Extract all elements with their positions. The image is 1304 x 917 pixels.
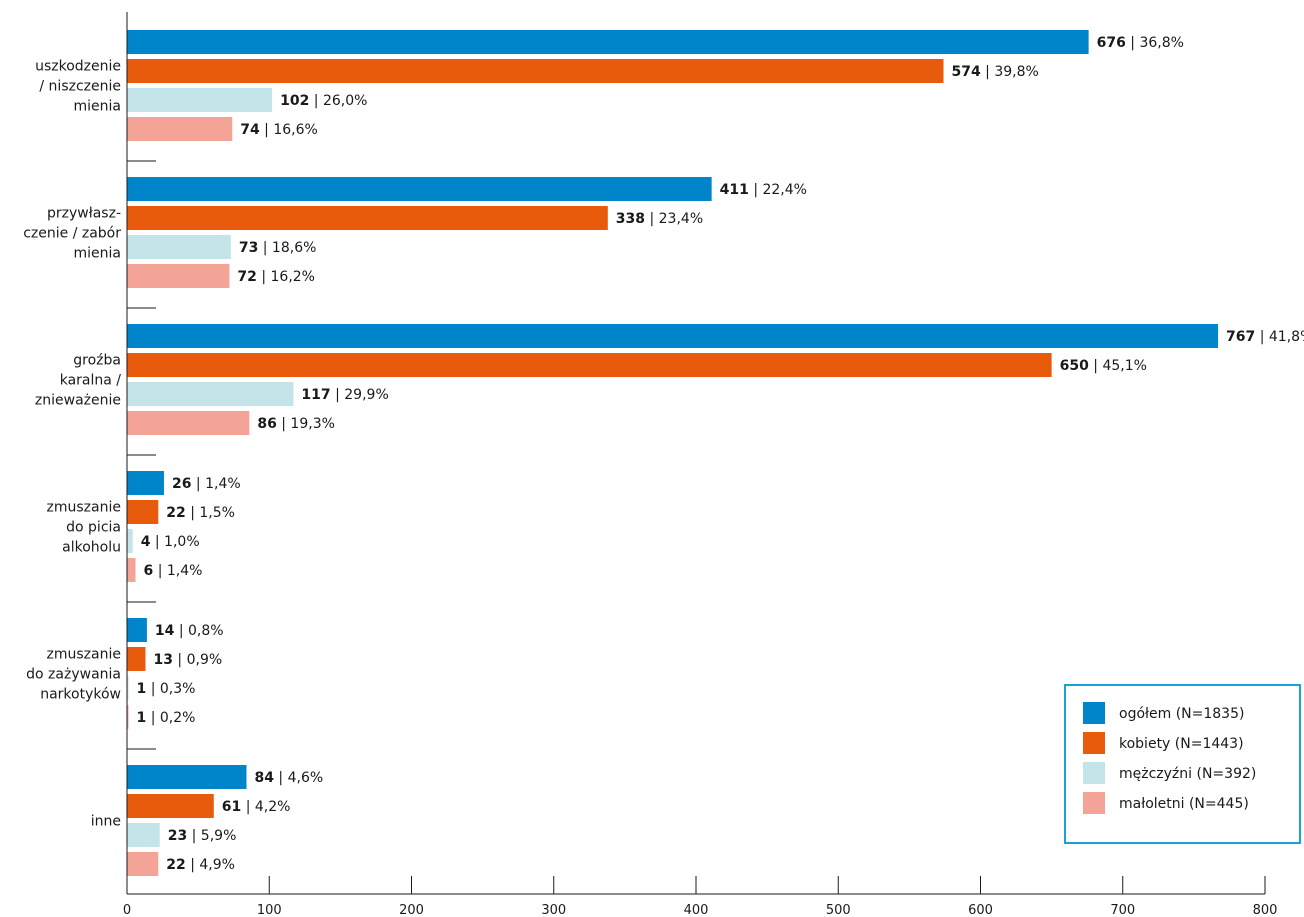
- x-tick-label-3: 300: [541, 903, 566, 917]
- category-label-4: zmuszanie do zażywania narkotyków: [26, 647, 121, 703]
- data-label-3-3: 6 | 1,4%: [144, 563, 203, 579]
- bar-4-2: [127, 676, 129, 700]
- data-label-0-1: 574 | 39,8%: [952, 64, 1039, 80]
- data-label-4-2: 1 | 0,3%: [137, 681, 196, 697]
- bar-1-3: [127, 264, 230, 288]
- bar-4-3: [127, 705, 129, 729]
- data-label-4-3: 1 | 0,2%: [137, 710, 196, 726]
- legend-label-2: mężczyźni (N=392): [1119, 766, 1256, 782]
- category-label-1: przywłasz-czenie / zabór mienia: [23, 206, 121, 262]
- legend-label-1: kobiety (N=1443): [1119, 736, 1244, 752]
- category-label-0: uszkodzenie / niszczenie mienia: [35, 59, 121, 115]
- x-tick-label-2: 200: [399, 903, 424, 917]
- bar-5-1: [127, 794, 214, 818]
- legend-swatch-2: [1083, 762, 1105, 784]
- data-label-2-3: 86 | 19,3%: [257, 416, 335, 432]
- bar-2-3: [127, 411, 250, 435]
- axes: 0 100 200 300 400 500 600 700 800: [123, 12, 1278, 917]
- bar-3-0: [127, 471, 164, 495]
- bar-0-3: [127, 117, 233, 141]
- data-label-5-3: 22 | 4,9%: [166, 857, 235, 873]
- bar-0-0: [127, 30, 1089, 54]
- bar-2-2: [127, 382, 294, 406]
- bar-1-0: [127, 177, 712, 201]
- data-label-2-0: 767 | 41,8%: [1226, 329, 1304, 345]
- x-tick-label-0: 0: [123, 903, 131, 917]
- category-label-3: zmuszanie do picia alkoholu: [47, 500, 121, 556]
- bar-4-0: [127, 618, 147, 642]
- legend-label-0: ogółem (N=1835): [1119, 706, 1244, 722]
- data-label-3-1: 22 | 1,5%: [166, 505, 235, 521]
- x-tick-label-8: 800: [1253, 903, 1278, 917]
- data-label-1-0: 411 | 22,4%: [720, 182, 807, 198]
- bar-4-1: [127, 647, 146, 671]
- bar-3-3: [127, 558, 136, 582]
- bars-layer: [127, 30, 1219, 876]
- bar-5-3: [127, 852, 159, 876]
- bar-1-2: [127, 235, 231, 259]
- bar-2-0: [127, 324, 1219, 348]
- data-label-4-0: 14 | 0,8%: [155, 623, 224, 639]
- data-label-0-0: 676 | 36,8%: [1097, 35, 1184, 51]
- data-label-0-3: 74 | 16,6%: [240, 122, 318, 138]
- data-label-0-2: 102 | 26,0%: [280, 93, 367, 109]
- bar-3-2: [127, 529, 133, 553]
- data-label-3-2: 4 | 1,0%: [141, 534, 200, 550]
- bar-3-1: [127, 500, 159, 524]
- legend-swatch-3: [1083, 792, 1105, 814]
- legend-label-3: małoletni (N=445): [1119, 796, 1249, 812]
- data-label-5-2: 23 | 5,9%: [168, 828, 237, 844]
- legend-swatch-0: [1083, 702, 1105, 724]
- data-label-1-3: 72 | 16,2%: [237, 269, 315, 285]
- x-tick-label-7: 700: [1110, 903, 1135, 917]
- category-label-2: groźba karalna / znieważenie: [35, 353, 121, 409]
- legend: ogółem (N=1835) kobiety (N=1443) mężczyźni…: [1064, 684, 1301, 844]
- bar-0-2: [127, 88, 273, 112]
- legend-swatch-1: [1083, 732, 1105, 754]
- data-label-4-1: 13 | 0,9%: [153, 652, 222, 668]
- data-label-1-2: 73 | 18,6%: [239, 240, 317, 256]
- data-label-3-0: 26 | 1,4%: [172, 476, 241, 492]
- data-label-5-1: 61 | 4,2%: [222, 799, 291, 815]
- category-labels-layer: uszkodzenie / niszczenie mienia przywłasz-c…: [23, 59, 121, 830]
- x-tick-label-5: 500: [826, 903, 851, 917]
- bar-5-0: [127, 765, 247, 789]
- data-label-1-1: 338 | 23,4%: [616, 211, 703, 227]
- bar-5-2: [127, 823, 160, 847]
- x-tick-label-1: 100: [257, 903, 282, 917]
- bar-0-1: [127, 59, 944, 83]
- bar-1-1: [127, 206, 608, 230]
- x-tick-label-6: 600: [968, 903, 993, 917]
- data-label-2-1: 650 | 45,1%: [1060, 358, 1147, 374]
- x-tick-label-4: 400: [684, 903, 709, 917]
- category-label-5: inne: [91, 814, 121, 830]
- data-label-2-2: 117 | 29,9%: [301, 387, 388, 403]
- bar-2-1: [127, 353, 1052, 377]
- data-label-5-0: 84 | 4,6%: [254, 770, 323, 786]
- value-labels-layer: 676 | 36,8% 574 | 39,8% 102 | 26,0% 74 | 16…: [137, 35, 1304, 873]
